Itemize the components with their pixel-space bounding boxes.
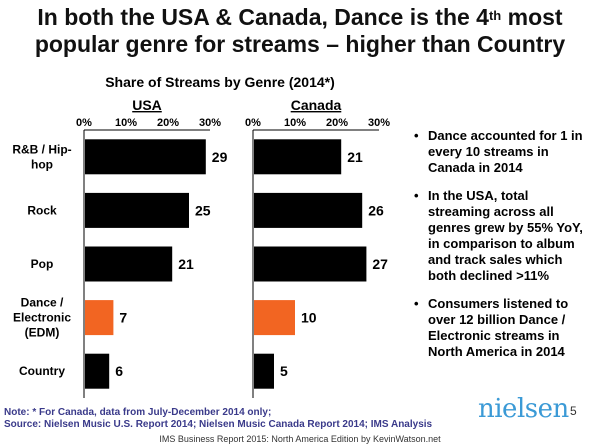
tick-label: 0% xyxy=(76,117,92,129)
nielsen-logo: nielsen xyxy=(478,394,569,424)
bar xyxy=(254,300,295,336)
category-label: Pop xyxy=(31,257,54,271)
bullet-item: Dance accounted for 1 in every 10 stream… xyxy=(414,128,594,176)
data-label: 10 xyxy=(301,310,317,326)
data-label: 29 xyxy=(212,149,228,165)
data-label: 27 xyxy=(372,256,388,272)
series-header-canada: Canada xyxy=(291,97,342,113)
bar xyxy=(85,139,206,175)
tick-label: 30% xyxy=(199,117,221,129)
category-label: Rock xyxy=(27,203,57,217)
bar xyxy=(85,300,114,336)
bullet-list: Dance accounted for 1 in every 10 stream… xyxy=(414,128,594,372)
data-label: 26 xyxy=(368,202,384,218)
tick-label: 30% xyxy=(368,117,390,129)
series-header-usa: USA xyxy=(132,97,162,113)
bar xyxy=(85,246,173,282)
data-label: 7 xyxy=(119,310,127,326)
category-label: R&B / Hip-hop xyxy=(12,142,71,171)
footer-text: IMS Business Report 2015: North America … xyxy=(159,434,441,444)
bar-chart: USA 0% 10% 20% 30% 29 25 21 7 6 Canada 0% 10% 20% 30% 2… xyxy=(12,97,390,398)
data-label: 21 xyxy=(347,149,363,165)
data-label: 25 xyxy=(195,202,211,218)
data-label: 21 xyxy=(178,256,194,272)
data-label: 5 xyxy=(280,363,288,379)
bullet-item: In the USA, total streaming across all g… xyxy=(414,188,594,284)
chart-title: Share of Streams by Genre (2014*) xyxy=(105,74,335,90)
tick-label: 20% xyxy=(326,117,348,129)
page-number: 5 xyxy=(570,404,577,418)
page-title: In both the USA & Canada, Dance is the 4… xyxy=(34,4,566,57)
tick-label: 20% xyxy=(157,117,179,129)
bar xyxy=(254,353,274,389)
bullet-item: Consumers listened to over 12 billion Da… xyxy=(414,296,594,360)
bar xyxy=(254,139,342,175)
bar xyxy=(85,192,189,228)
data-label: 6 xyxy=(115,363,123,379)
tick-label: 0% xyxy=(245,117,261,129)
tick-label: 10% xyxy=(284,117,306,129)
source-note: Note: * For Canada, data from July-Decem… xyxy=(4,407,433,430)
category-label: Country xyxy=(19,364,65,378)
bar xyxy=(254,246,367,282)
bar xyxy=(254,192,363,228)
tick-label: 10% xyxy=(115,117,137,129)
category-label: Dance / Electronic (EDM) xyxy=(13,296,71,340)
bar xyxy=(85,353,110,389)
